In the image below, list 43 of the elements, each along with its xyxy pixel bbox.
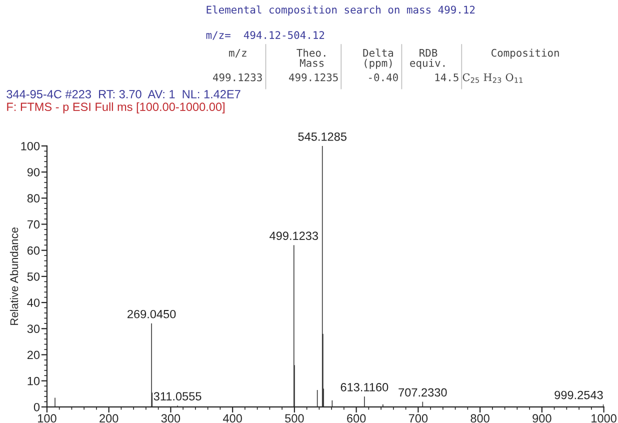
text: -0.40 <box>369 73 398 82</box>
x-tick-label: 900 <box>532 414 552 423</box>
x-tick-label: 300 <box>161 414 180 423</box>
y-tick-label: 30 <box>27 324 40 334</box>
x-tick-label: 100 <box>38 414 56 423</box>
x-tick-label: 700 <box>408 414 428 423</box>
y-tick-label: 10 <box>28 376 40 386</box>
text: 14.5 <box>435 74 458 82</box>
text: Delta (ppm) <box>363 48 394 69</box>
annotation: 499.1233 <box>270 232 318 240</box>
text: Theo. Mass <box>296 48 326 67</box>
text: 344-95-4C #223 RT: 3.70 AV: 1 NL: 1.42E7 <box>6 90 240 98</box>
annotation: 545.1285 <box>298 132 346 141</box>
y-tick-label: 60 <box>27 246 40 255</box>
x-tick-label: 500 <box>285 414 304 423</box>
y-tick-label: 100 <box>21 142 40 150</box>
y-tick-label: 80 <box>27 194 40 203</box>
text: F: FTMS - p ESI Full ms [100.00-1000.00] <box>7 102 224 114</box>
y-tick-label: 40 <box>27 298 40 307</box>
annotation: 311.0555 <box>154 392 202 401</box>
x-tick-label: 800 <box>470 414 490 423</box>
y-tick-label: 20 <box>27 350 40 360</box>
text: m/z= 494.12-504.12 <box>206 31 324 40</box>
annotation: 999.2543 <box>554 390 603 400</box>
annotation: 613.1160 <box>340 383 388 392</box>
x-tick-label: 400 <box>223 414 242 423</box>
text: 499.1233 <box>213 73 262 82</box>
x-tick-label: 1000 <box>592 414 616 423</box>
y-tick-label: 50 <box>27 272 40 281</box>
y-tick-label: 0 <box>34 402 40 412</box>
x-tick-label: 600 <box>347 414 366 423</box>
text: RDB equiv. <box>410 49 445 69</box>
text: C$_{25}$ H$_{23}$ O$_{11}$ <box>462 73 523 83</box>
y-axis-title: Relative Abundance <box>10 228 18 325</box>
text: m/z <box>229 49 246 58</box>
text: Elemental composition search on mass 499.12 <box>206 6 475 16</box>
annotation: 707.2330 <box>398 388 447 397</box>
text: 499.1235 <box>289 73 338 82</box>
x-tick-label: 200 <box>100 414 118 423</box>
y-tick-label: 90 <box>27 168 40 176</box>
annotation: 269.0450 <box>128 310 176 318</box>
y-tick-label: 70 <box>28 220 40 229</box>
text: Composition <box>492 48 559 59</box>
